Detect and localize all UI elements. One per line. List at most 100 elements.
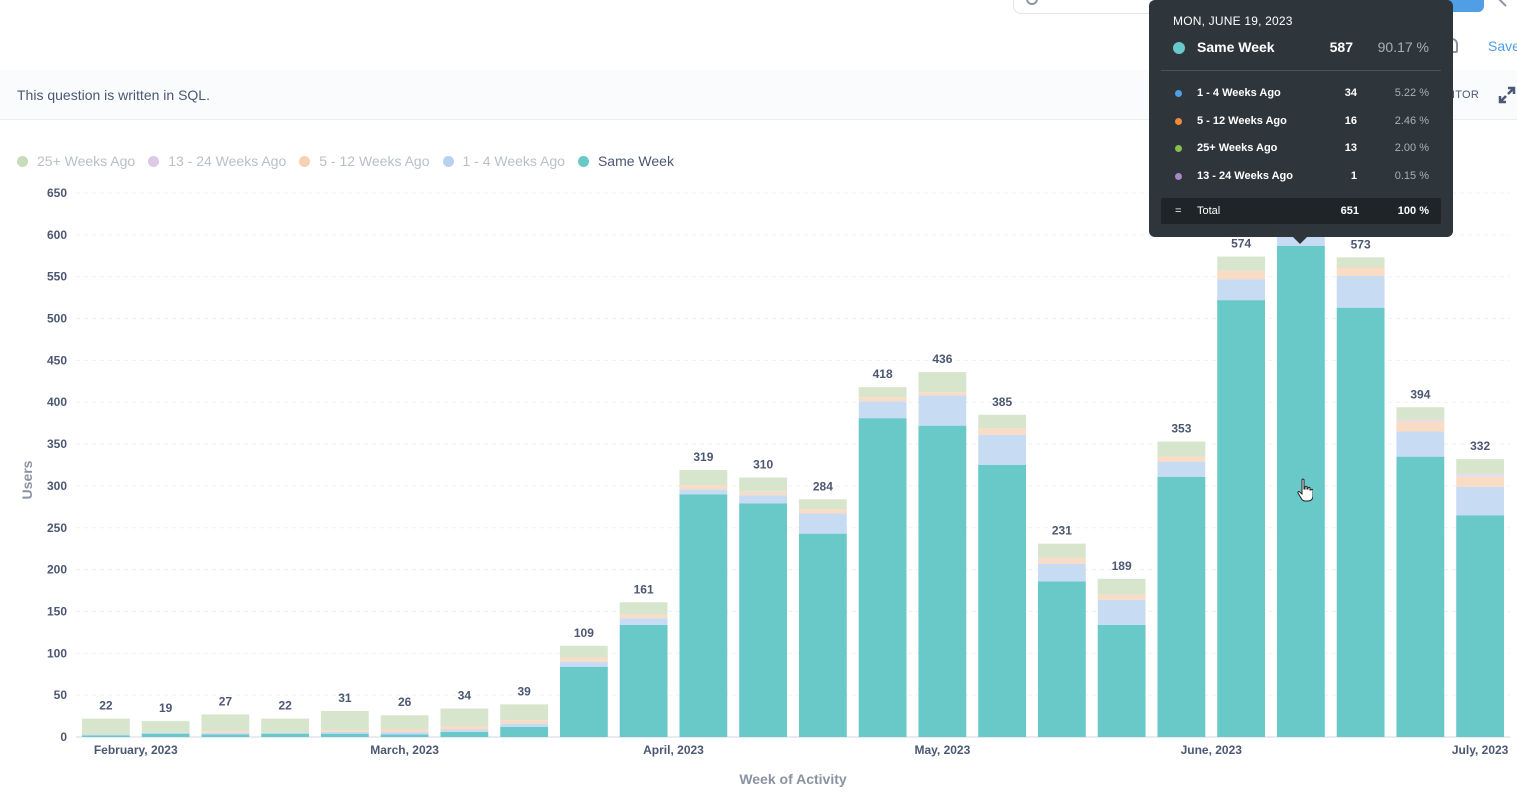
legend-label: 25+ Weeks Ago: [37, 153, 136, 169]
tooltip-row-dot: [1175, 145, 1182, 152]
bar-segment: [500, 726, 549, 737]
tooltip-row: 25+ Weeks Ago 13 2.00 %: [1173, 142, 1429, 156]
y-tick-label: 650: [47, 186, 67, 200]
bar-segment: [858, 418, 907, 737]
bar-segment: [1217, 270, 1266, 280]
chart-tooltip: MON, JUNE 19, 2023 Same Week 587 90.17 %…: [1149, 0, 1453, 237]
tooltip-pointer: [1292, 236, 1308, 244]
tooltip-series-dot: [1173, 42, 1185, 54]
tooltip-date: MON, JUNE 19, 2023: [1173, 14, 1293, 28]
bar-segment: [141, 733, 190, 737]
sql-notice-text: This question is written in SQL.: [17, 87, 210, 103]
x-tick-label: April, 2023: [643, 743, 704, 757]
y-tick-label: 500: [47, 312, 67, 326]
tooltip-total-row: = Total 651 100 %: [1161, 198, 1441, 224]
bar-total-label: 31: [338, 691, 352, 705]
collapse-icon[interactable]: [1498, 0, 1514, 7]
bar-segment: [320, 733, 369, 737]
tooltip-row-name: 1 - 4 Weeks Ago: [1197, 87, 1281, 99]
bar-segment: [1217, 279, 1266, 301]
bar-total-label: 19: [159, 701, 173, 715]
tooltip-row: 1 - 4 Weeks Ago 34 5.22 %: [1173, 87, 1429, 101]
hand-cursor-icon: [1297, 478, 1313, 502]
tooltip-row-val: 13: [1344, 142, 1357, 154]
bar-segment: [201, 734, 250, 737]
tooltip-divider: [1161, 70, 1441, 71]
bar-segment: [440, 729, 489, 732]
bar-segment: [559, 657, 608, 662]
stacked-bar-chart: 0 50 100 150 200 250 300 350 400 450 500 550 600 650 2…: [19, 186, 1510, 787]
bar-total-label: 231: [1052, 524, 1072, 538]
bar-segment: [1037, 581, 1086, 737]
legend-label: 1 - 4 Weeks Ago: [462, 153, 565, 169]
legend-item[interactable]: 13 - 24 Weeks Ago: [148, 153, 286, 169]
bar-segment: [1456, 476, 1505, 487]
save-button[interactable]: Save: [1488, 38, 1517, 54]
y-tick-label: 550: [47, 270, 67, 284]
bar-segment: [1157, 456, 1206, 462]
legend-item[interactable]: 5 - 12 Weeks Ago: [299, 153, 430, 169]
bar-segment: [798, 509, 847, 514]
bar-segment: [440, 726, 489, 730]
bar-segment: [1396, 419, 1445, 422]
tooltip-row-pct: 2.46 %: [1394, 114, 1429, 127]
bar-segment: [679, 485, 728, 490]
bar-total-label: 573: [1351, 237, 1371, 251]
bar-segment: [320, 731, 369, 734]
bar-segment: [679, 470, 728, 486]
bar-segment: [978, 434, 1027, 465]
legend-label: 5 - 12 Weeks Ago: [319, 153, 430, 169]
tooltip-row-pct: 2.00 %: [1394, 142, 1429, 154]
bar-segment: [559, 645, 608, 658]
bar-segment: [858, 387, 907, 398]
bar-segment: [201, 732, 250, 735]
y-tick-label: 600: [47, 228, 67, 242]
legend-dot: [442, 155, 454, 167]
y-tick-label: 50: [54, 688, 68, 702]
legend-label: 13 - 24 Weeks Ago: [168, 153, 287, 169]
tooltip-row-val: 1: [1350, 169, 1357, 182]
x-tick-label: July, 2023: [1452, 743, 1509, 757]
bar-total-label: 394: [1410, 387, 1430, 401]
bar-segment: [1396, 421, 1445, 432]
bar-segment: [619, 624, 668, 737]
search-input[interactable]: [1013, 0, 1155, 14]
bar-total-label: 34: [458, 689, 472, 703]
y-tick-label: 0: [60, 730, 67, 744]
y-tick-label: 100: [47, 646, 67, 660]
bar-segment: [1157, 476, 1206, 737]
y-tick-label: 200: [47, 563, 67, 577]
legend-item[interactable]: Same Week: [577, 153, 674, 169]
tooltip-total-value: 651: [1340, 205, 1359, 217]
bar-total-label: 436: [932, 352, 952, 366]
search-icon: [1026, 0, 1038, 5]
bar-total-label: 109: [574, 626, 594, 640]
bar-segment: [201, 731, 250, 733]
expand-icon[interactable]: [1498, 86, 1516, 104]
bar-total-label: 284: [813, 479, 833, 493]
bar-total-label: 27: [219, 694, 233, 708]
bar-total-label: 22: [278, 699, 292, 713]
bar-segment: [978, 414, 1027, 429]
legend-item[interactable]: 1 - 4 Weeks Ago: [442, 153, 565, 169]
bar-total-label: 161: [634, 582, 654, 596]
tooltip-row: 5 - 12 Weeks Ago 16 2.46 %: [1173, 115, 1429, 129]
bar-segment: [500, 723, 549, 727]
bar-segment: [918, 425, 967, 737]
bar-segment: [1097, 599, 1146, 625]
legend-dot: [577, 155, 589, 167]
bar-segment: [1217, 300, 1266, 737]
legend-item[interactable]: 25+ Weeks Ago: [17, 153, 135, 169]
bar-total-label: 332: [1470, 439, 1490, 453]
bar-segment: [619, 614, 668, 619]
bar-segment: [380, 734, 429, 737]
bar-segment: [679, 494, 728, 737]
bar-segment: [559, 666, 608, 737]
y-tick-label: 400: [47, 395, 67, 409]
x-tick-label: March, 2023: [370, 743, 439, 757]
y-tick-label: 450: [47, 353, 67, 367]
bar-total-label: 353: [1171, 422, 1191, 436]
bar-total-label: 189: [1112, 559, 1132, 573]
y-tick-label: 250: [47, 521, 67, 535]
bar-segment: [261, 733, 310, 737]
